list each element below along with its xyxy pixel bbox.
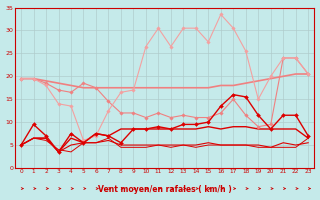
X-axis label: Vent moyen/en rafales ( km/h ): Vent moyen/en rafales ( km/h ) xyxy=(98,185,231,194)
